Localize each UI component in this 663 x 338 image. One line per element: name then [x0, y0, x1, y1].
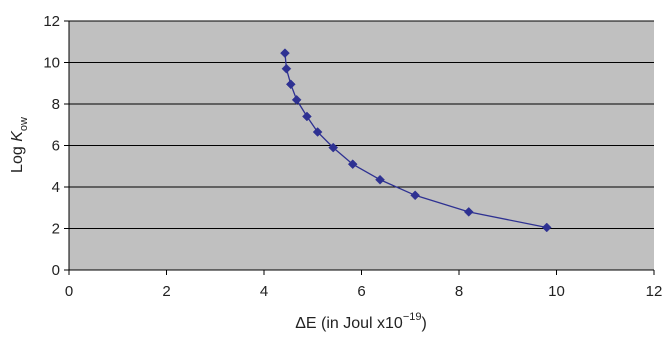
y-axis-title-text: Log: [9, 142, 26, 173]
x-tick-label: 10: [548, 283, 565, 300]
y-tick-label: 0: [52, 262, 60, 279]
data-point: [281, 63, 292, 74]
data-point: [328, 142, 339, 153]
y-tick-label: 6: [52, 138, 60, 155]
y-axis-title: Log Kow: [9, 117, 30, 173]
x-tick-label: 0: [65, 283, 73, 300]
x-axis-title-suffix: ): [421, 315, 426, 332]
y-tick-label: 4: [52, 179, 60, 196]
data-point: [541, 222, 552, 233]
data-point: [312, 127, 323, 137]
data-point: [285, 79, 296, 90]
data-point: [410, 190, 420, 201]
y-tick-label: 12: [43, 13, 60, 30]
axes: [64, 20, 655, 275]
grid: [69, 20, 654, 229]
x-tick-label: 12: [646, 283, 663, 300]
data-point: [280, 48, 290, 59]
data-point: [302, 111, 312, 122]
y-tick-labels: 0 2 4 6 8 10 12: [43, 13, 60, 279]
x-axis-title: ΔE (in Joul x10−19): [295, 311, 427, 332]
y-tick-label: 10: [43, 55, 60, 72]
x-tick-label: 4: [260, 283, 268, 300]
x-tick-labels: 0 2 4 6 8 10 12: [65, 283, 663, 300]
data-point: [375, 174, 385, 185]
x-axis-title-superscript: −19: [403, 311, 422, 323]
x-tick-label: 2: [162, 283, 170, 300]
y-tick-label: 2: [52, 221, 60, 238]
data-point: [347, 159, 358, 170]
series-group: [280, 48, 552, 233]
x-tick-label: 6: [357, 283, 365, 300]
x-axis-title-text: ΔE (in Joul x10: [295, 315, 403, 332]
y-axis-title-italic: K: [9, 130, 26, 142]
x-tick-label: 8: [455, 283, 463, 300]
y-tick-label: 8: [52, 96, 60, 113]
data-point: [463, 207, 474, 217]
data-point: [291, 94, 302, 105]
y-axis-title-subscript: ow: [18, 117, 30, 131]
